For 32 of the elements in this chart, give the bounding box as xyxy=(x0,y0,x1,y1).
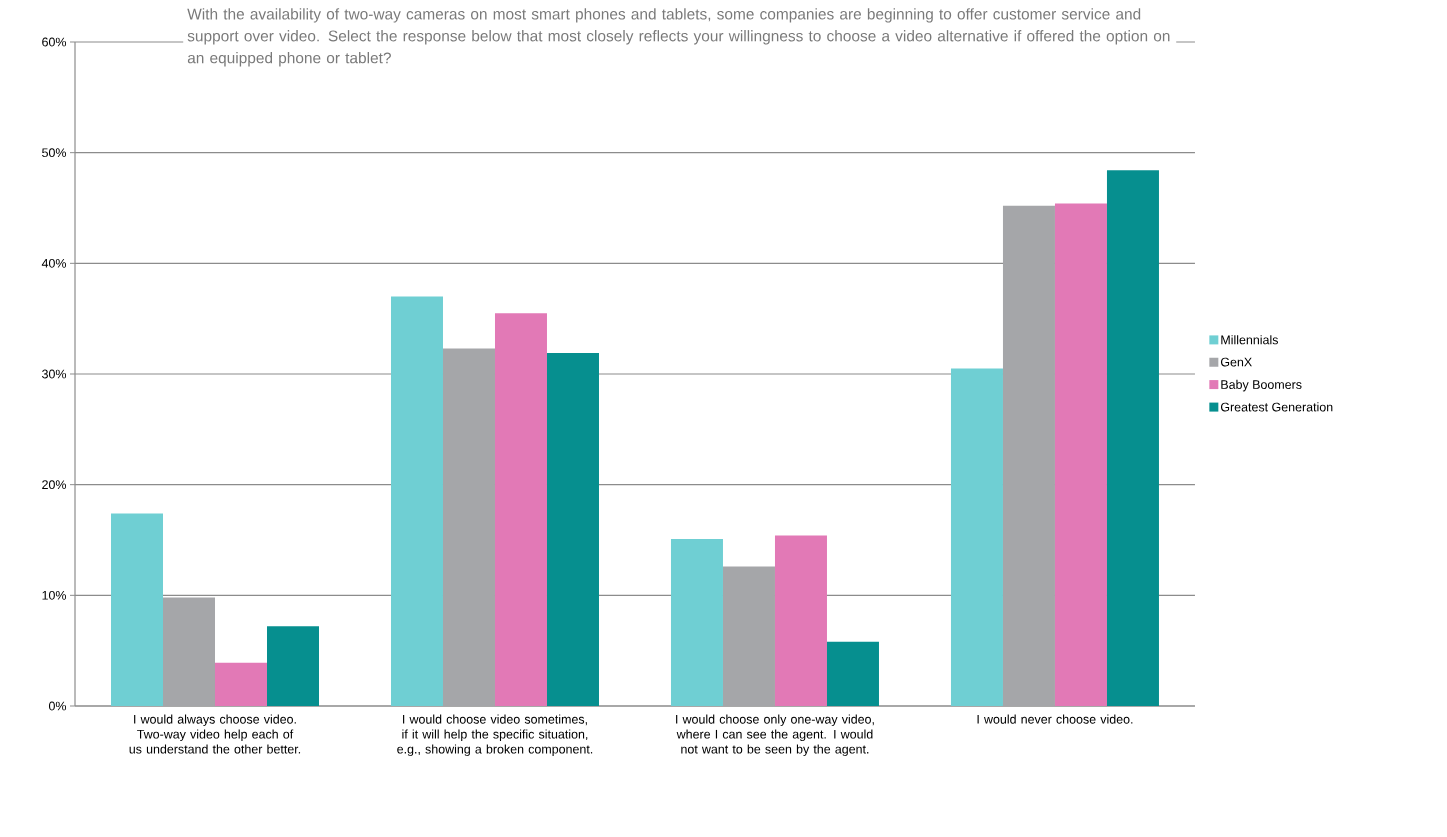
y-tick-label: 0% xyxy=(48,701,67,711)
legend-label: Greatest Generation xyxy=(1220,402,1333,412)
bar xyxy=(670,538,723,706)
bar xyxy=(950,368,1003,706)
x-tick-label: I would choose video sometimes, if it will help the specific situation, e.g., showing a broken component. xyxy=(397,714,593,757)
y-tick-label: 60% xyxy=(42,37,67,47)
bar xyxy=(215,662,267,706)
legend-label: Millennials xyxy=(1221,335,1279,345)
y-tick-label: 10% xyxy=(42,590,67,600)
y-tick-label: 50% xyxy=(42,148,67,158)
bar xyxy=(390,296,443,706)
bar xyxy=(163,597,215,706)
bar xyxy=(1054,203,1107,706)
x-tick-label: I would always choose video. Two-way video help each of us understand the other better. xyxy=(129,714,301,754)
x-tick-label: I would never choose video. xyxy=(977,714,1133,724)
bar xyxy=(826,641,879,706)
y-tick-label: 20% xyxy=(42,480,67,490)
bar xyxy=(1002,205,1055,706)
bar xyxy=(442,348,495,706)
legend-label: GenX xyxy=(1220,357,1252,367)
bar xyxy=(774,535,827,706)
y-tick-label: 30% xyxy=(42,369,67,379)
bar xyxy=(494,313,547,706)
bar xyxy=(110,513,163,706)
chart-title: With the availability of two-way cameras on most smart phones and tablets, some companies are beginning to offer customer service and support over video. Select the response below that most closely reflects your willingness to choose a video alternative if offered the option on an equipped phone or tablet? xyxy=(187,8,1170,67)
x-tick-label: I would choose only one-way video, where I can see the agent. I would not want to be seen by the agent. xyxy=(676,714,874,757)
legend-label: Baby Boomers xyxy=(1221,379,1302,392)
y-tick-label: 40% xyxy=(41,258,67,268)
bar xyxy=(722,566,775,706)
bar xyxy=(267,626,319,706)
bar xyxy=(546,352,599,706)
bar xyxy=(1106,170,1159,706)
